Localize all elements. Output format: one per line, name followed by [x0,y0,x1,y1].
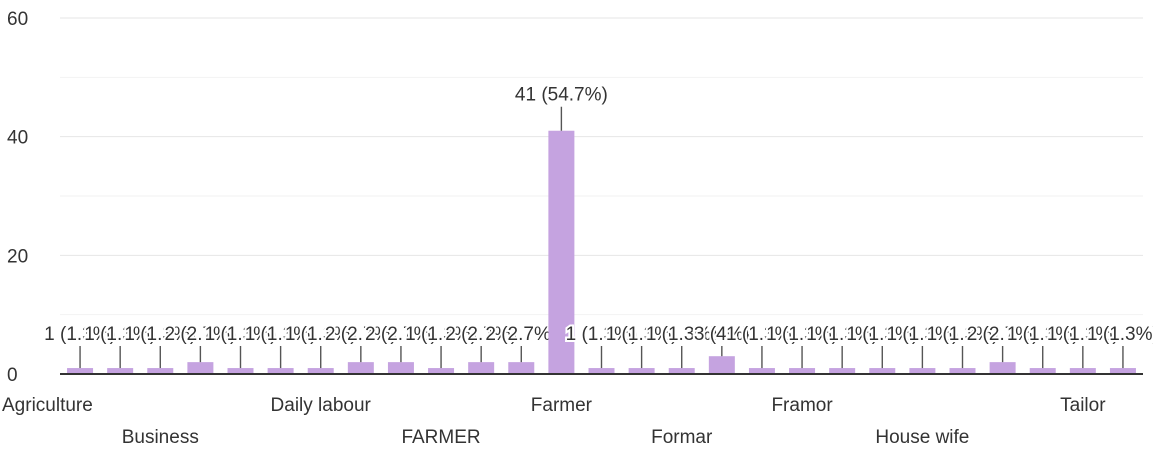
y-tick-label: 40 [7,128,28,149]
data-label: 1 (1.3%) [566,324,638,345]
data-label: 1 (1.3%) [846,324,918,345]
data-label: 1 (1.3%) [84,324,156,345]
bar [829,368,856,374]
bar [949,368,976,374]
x-tick-label: Farmer [531,395,593,416]
data-label: 1 (1.3%) [726,324,798,345]
bar [748,368,775,374]
y-tick-label: 20 [7,246,28,267]
data-label: 1 (1.3%) [1007,324,1079,345]
x-tick-label: FARMER [401,427,480,448]
bar [1109,368,1136,374]
bar [147,368,174,374]
data-label: 1 (1.3%) [806,324,878,345]
data-label: 1 (1.3%) [205,324,277,345]
data-label: 2 (2.7%) [445,324,517,345]
bar [1069,368,1096,374]
bar [428,368,455,374]
bar [387,362,414,374]
data-label: 1 (1.3%) [124,324,196,345]
data-label: 1 (1.3%) [1047,324,1119,345]
bar [267,368,294,374]
x-tick-label: Formar [651,427,713,448]
data-label: 1 (1.3%) [927,324,999,345]
data-label: 2 (2.7%) [967,324,1039,345]
bar [227,368,254,374]
bar [909,368,936,374]
data-label: 2 (2.7%) [325,324,397,345]
data-label: 1 (1.3%) [405,324,477,345]
bar [468,362,495,374]
data-label: 1 (1.3%) [766,324,838,345]
x-tick-label: Framor [771,395,833,416]
x-tick-label: Daily labour [271,395,372,416]
data-label: 1 (1.3%) [285,324,357,345]
bar [1029,368,1056,374]
x-tick-label: Tailor [1060,395,1106,416]
x-tick-label: Agriculture [2,395,93,416]
data-label: 1 (1.3%) [1087,324,1153,345]
y-tick-label: 60 [7,9,28,30]
bar [989,362,1016,374]
bar [107,368,134,374]
bar [869,368,896,374]
bar [187,362,214,374]
data-label: 1 (1.3%) [606,324,678,345]
bar [307,368,334,374]
bar [668,368,695,374]
data-label: 41 (54.7%) [515,85,608,106]
data-label: 2 (2.7%) [164,324,236,345]
x-tick-label: Business [122,427,199,448]
data-label: 1 (1.3%) [44,324,116,345]
bar [67,368,94,374]
data-label: 1 (1.3%) [245,324,317,345]
data-label: 2 (2.7%) [485,324,557,345]
bar [588,368,615,374]
bar [628,368,655,374]
bar [789,368,816,374]
data-label: 1 (1.3%) [886,324,958,345]
bar [347,362,374,374]
x-tick-label: House wife [875,427,969,448]
bar [548,130,575,374]
data-label: 3 (4%) [694,324,750,345]
bar [708,356,735,374]
data-label: 1 (1.3%) [646,324,718,345]
data-label: 2 (2.7%) [365,324,437,345]
y-tick-label: 0 [7,365,18,386]
bar [508,362,535,374]
